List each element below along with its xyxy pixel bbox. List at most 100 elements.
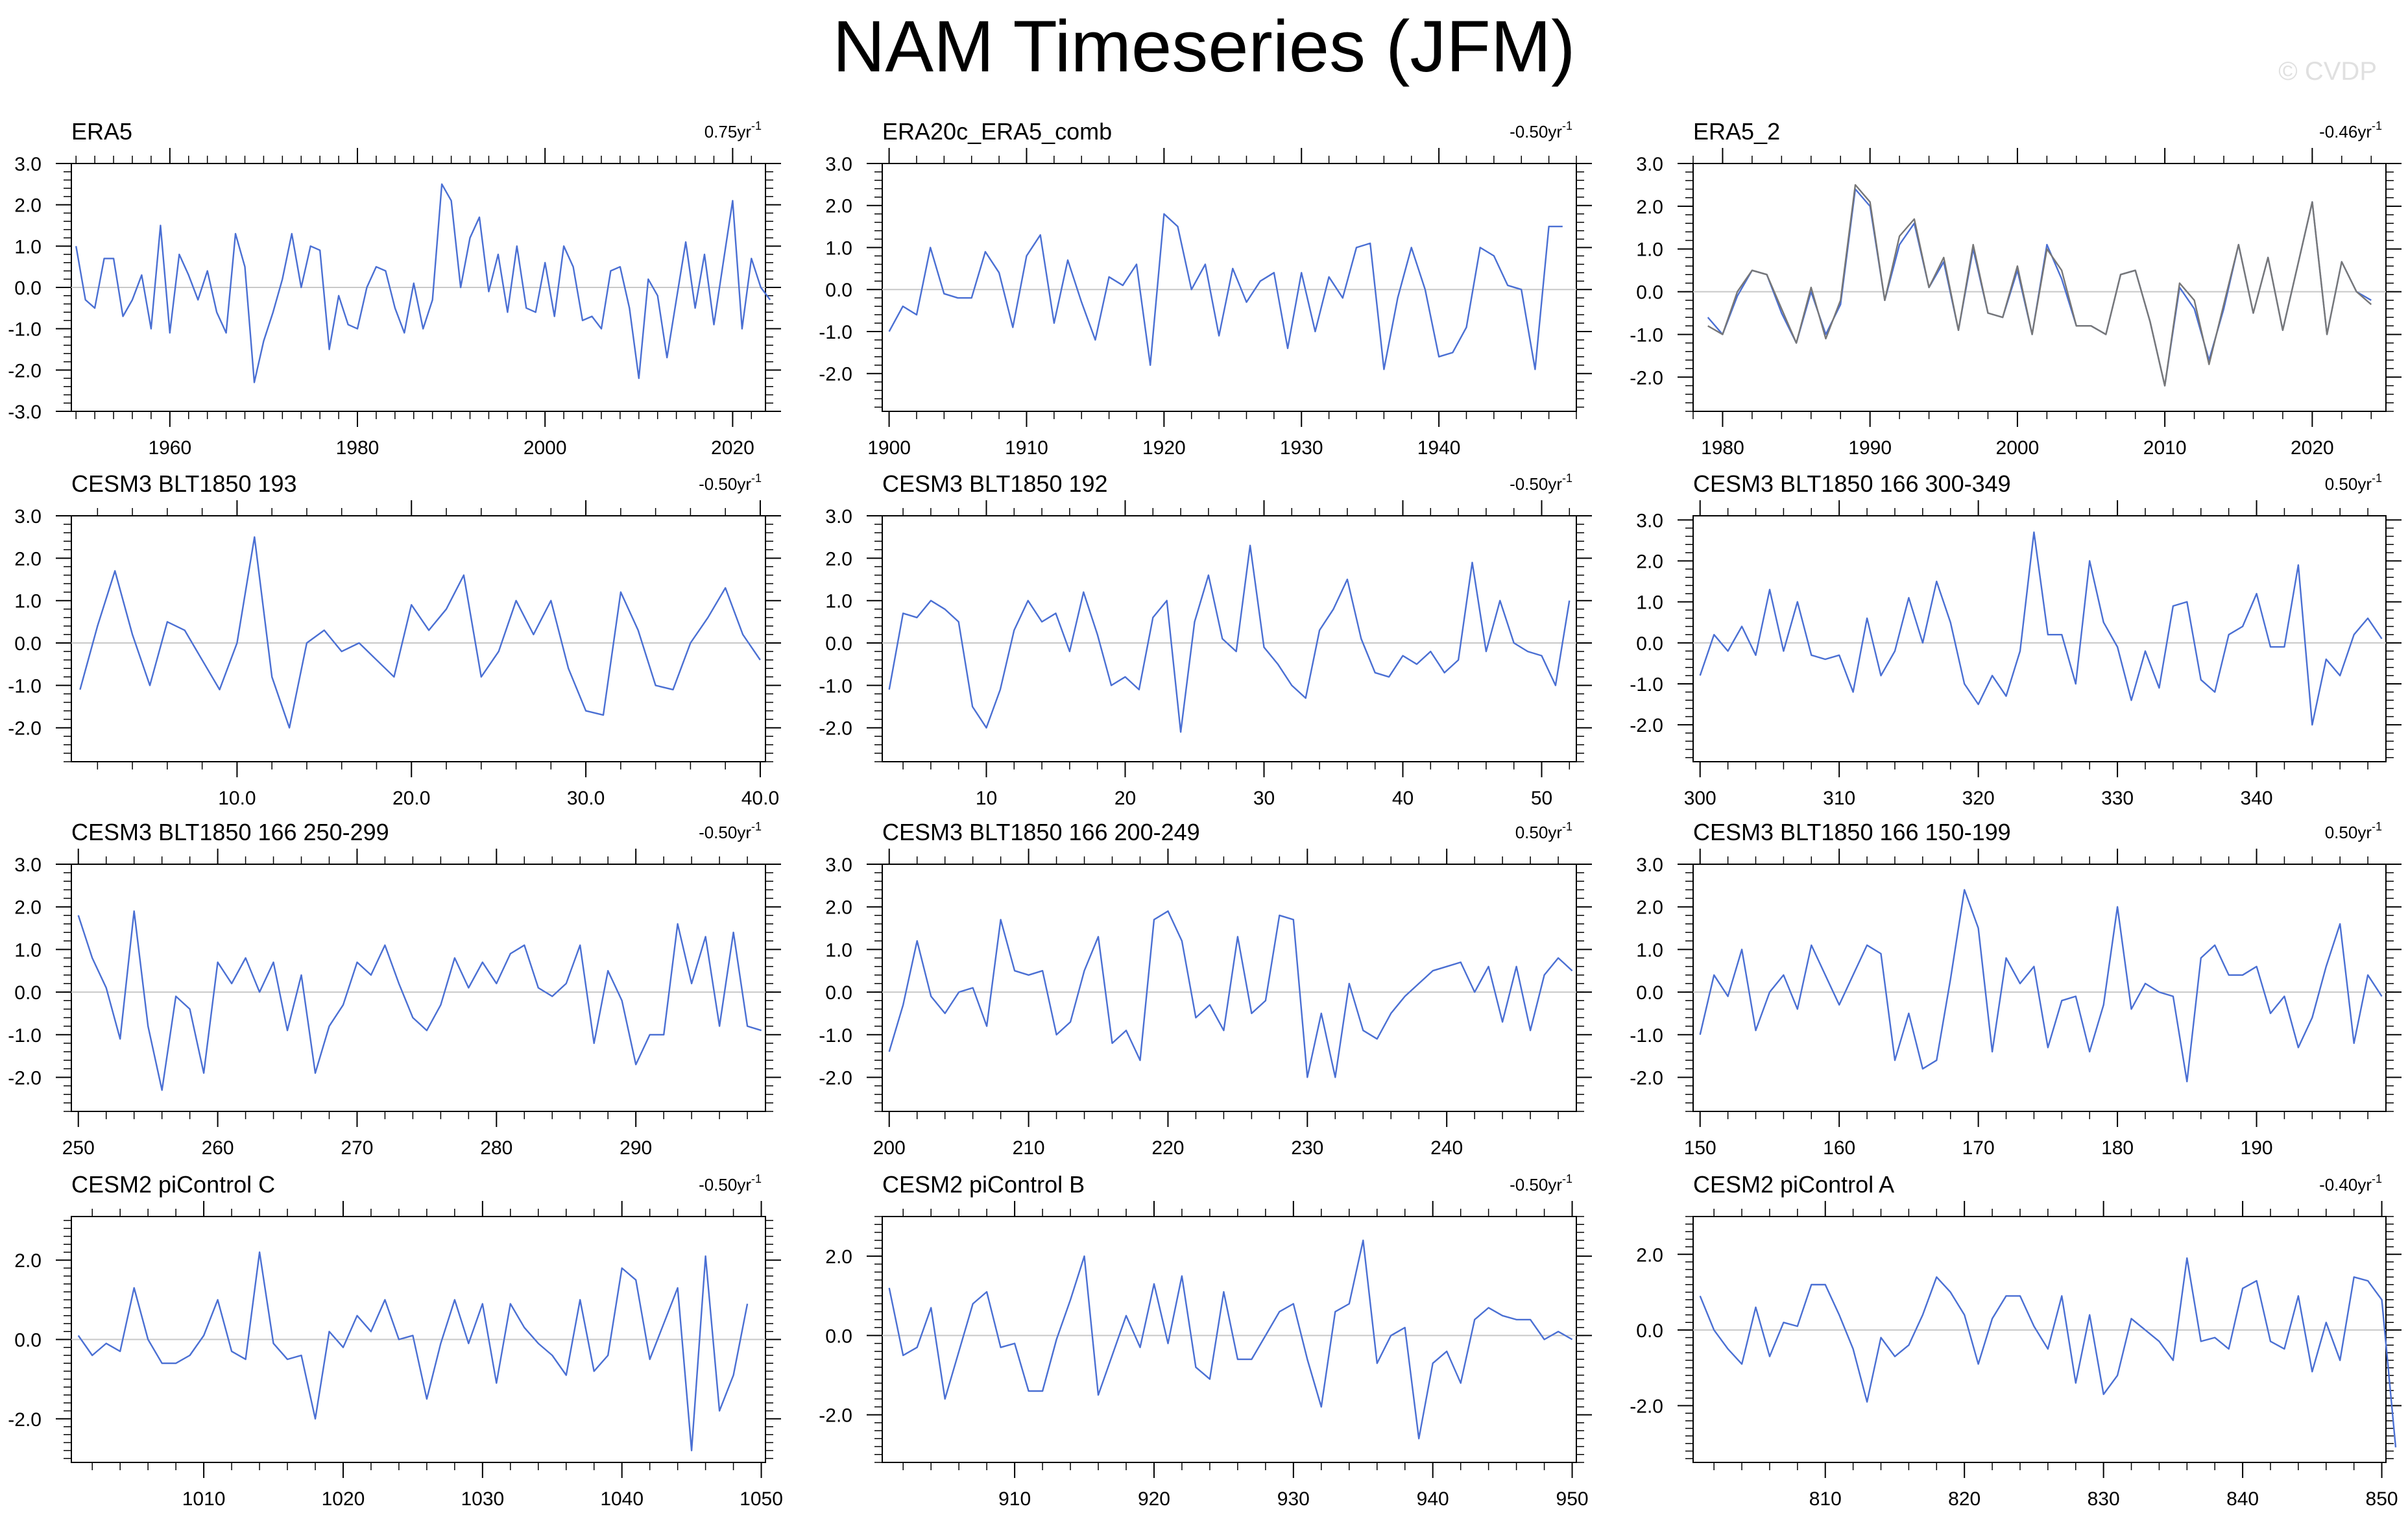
x-tick-label: 170	[1962, 1137, 1995, 1159]
panel-9: -2.0 -1.0 0.0 1.0 2.0 3.0 150 160 170 180 190 CESM3…	[1630, 819, 2402, 1159]
x-tick-label: 1910	[1005, 437, 1048, 459]
plot-frame	[882, 515, 1577, 762]
y-tick-label: -1.0	[819, 675, 852, 697]
panel-title: CESM3 BLT1850 192	[882, 470, 1108, 497]
x-tick-label: 340	[2241, 788, 2273, 809]
panel-title: ERA20c_ERA5_comb	[882, 118, 1112, 145]
y-tick-label: 0.0	[1636, 1320, 1663, 1342]
x-tick-label: 200	[873, 1137, 906, 1159]
panel-3: -2.0 -1.0 0.0 1.0 2.0 3.0 1980 1990 2000 2010 2020…	[1630, 118, 2402, 459]
trend-unit-exponent: -1	[2372, 472, 2382, 485]
plot-frame	[882, 163, 1577, 412]
x-tick-label: 930	[1277, 1488, 1310, 1510]
x-tick-label: 950	[1556, 1488, 1589, 1510]
x-tick-label: 940	[1417, 1488, 1449, 1510]
y-tick-label: 3.0	[14, 154, 42, 175]
x-tick-label: 230	[1291, 1137, 1323, 1159]
plot-frame	[1692, 1216, 2387, 1463]
y-tick-label: 3.0	[1636, 154, 1663, 175]
x-tick-label: 40.0	[741, 788, 779, 809]
trend-unit-exponent: -1	[751, 119, 762, 132]
x-tick-label: 2000	[1996, 437, 2040, 459]
x-tick-label: 920	[1138, 1488, 1170, 1510]
y-tick-label: 2.0	[825, 897, 852, 919]
panel-1: -3.0 -2.0 -1.0 0.0 1.0 2.0 3.0 1960 1980 2000 2020…	[8, 118, 781, 459]
trend-unit-exponent: -1	[751, 820, 762, 833]
series-line-1	[888, 1239, 1573, 1440]
trend-label: -0.50yr-1	[1510, 119, 1572, 141]
panel-11: -2.0 0.0 2.0 910 920 930 940 950 CESM2 piControl…	[819, 1171, 1592, 1510]
x-tick-label: 280	[480, 1137, 512, 1159]
plot-frame	[1692, 515, 2387, 762]
plot-frame	[1692, 163, 2387, 412]
trend-unit-exponent: -1	[1562, 1172, 1572, 1185]
panel-title: CESM2 piControl C	[71, 1171, 275, 1198]
trend-label: -0.40yr-1	[2319, 1172, 2382, 1194]
series-line-1	[77, 910, 762, 1091]
y-tick-label: 0.0	[825, 280, 852, 301]
y-tick-label: 3.0	[14, 854, 42, 876]
y-tick-label: -1.0	[1630, 1025, 1663, 1047]
x-tick-label: 910	[998, 1488, 1031, 1510]
x-tick-label: 320	[1962, 788, 1995, 809]
x-tick-label: 220	[1151, 1137, 1184, 1159]
trend-value: 0.50yr	[2325, 823, 2372, 842]
x-tick-label: 10	[976, 788, 997, 809]
x-tick-label: 1040	[600, 1488, 644, 1510]
plot-frame	[882, 864, 1577, 1112]
series-line-1	[888, 544, 1571, 733]
y-tick-label: 3.0	[825, 154, 852, 175]
y-tick-label: -2.0	[1630, 367, 1663, 389]
y-tick-label: 0.0	[14, 982, 42, 1004]
x-tick-label: 160	[1823, 1137, 1855, 1159]
y-tick-label: -2.0	[1630, 1396, 1663, 1418]
trend-label: -0.50yr-1	[699, 472, 762, 494]
y-tick-label: -2.0	[8, 360, 42, 382]
panel-4: -2.0 -1.0 0.0 1.0 2.0 3.0 10.0 20.0 30.0 40.0 CESM…	[8, 470, 781, 809]
y-tick-label: 2.0	[1636, 1244, 1663, 1266]
trend-value: -0.50yr	[1510, 474, 1562, 494]
y-tick-label: 3.0	[1636, 854, 1663, 876]
x-tick-label: 20	[1114, 788, 1136, 809]
trend-label: 0.50yr-1	[2325, 820, 2382, 842]
x-tick-label: 330	[2101, 788, 2134, 809]
x-tick-label: 250	[62, 1137, 95, 1159]
panel-7: -2.0 -1.0 0.0 1.0 2.0 3.0 250 260 270 280 290 CESM3…	[8, 819, 781, 1159]
y-tick-label: 1.0	[1636, 239, 1663, 261]
x-tick-label: 1030	[461, 1488, 504, 1510]
y-tick-label: 0.0	[14, 278, 42, 299]
y-tick-label: -2.0	[8, 1409, 42, 1431]
panel-title: CESM3 BLT1850 166 200-249	[882, 819, 1200, 845]
trend-unit-exponent: -1	[2372, 820, 2382, 833]
plot-frame	[71, 515, 766, 762]
x-tick-label: 840	[2226, 1488, 2259, 1510]
x-tick-label: 150	[1684, 1137, 1716, 1159]
panel-10: -2.0 0.0 2.0 1010 1020 1030 1040 1050 CESM2 piCo…	[8, 1171, 783, 1510]
trend-label: -0.50yr-1	[1510, 1172, 1572, 1194]
y-tick-label: 1.0	[1636, 939, 1663, 961]
x-tick-label: 1990	[1848, 437, 1892, 459]
x-tick-label: 820	[1948, 1488, 1981, 1510]
x-tick-label: 2020	[2291, 437, 2334, 459]
panel-2: -2.0 -1.0 0.0 1.0 2.0 3.0 1900 1910 1920 1930 1940…	[819, 118, 1592, 459]
y-tick-label: -1.0	[819, 1025, 852, 1047]
x-tick-label: 310	[1823, 788, 1855, 809]
trend-unit-exponent: -1	[1562, 119, 1572, 132]
trend-value: 0.50yr	[2325, 474, 2372, 494]
y-tick-label: -2.0	[1630, 715, 1663, 736]
x-tick-label: 1020	[322, 1488, 365, 1510]
series-line-1	[888, 213, 1563, 370]
y-tick-label: -1.0	[8, 1025, 42, 1047]
series-line-1	[1699, 531, 2383, 726]
x-tick-label: 1940	[1417, 437, 1461, 459]
y-tick-label: -3.0	[8, 402, 42, 423]
y-tick-label: -1.0	[8, 675, 42, 697]
y-tick-label: 2.0	[1636, 197, 1663, 218]
panel-title: CESM3 BLT1850 193	[71, 470, 297, 497]
trend-value: -0.50yr	[1510, 1175, 1562, 1194]
x-tick-label: 30.0	[567, 788, 605, 809]
y-tick-label: -1.0	[1630, 674, 1663, 696]
y-tick-label: 2.0	[825, 1246, 852, 1268]
x-tick-label: 270	[341, 1137, 373, 1159]
